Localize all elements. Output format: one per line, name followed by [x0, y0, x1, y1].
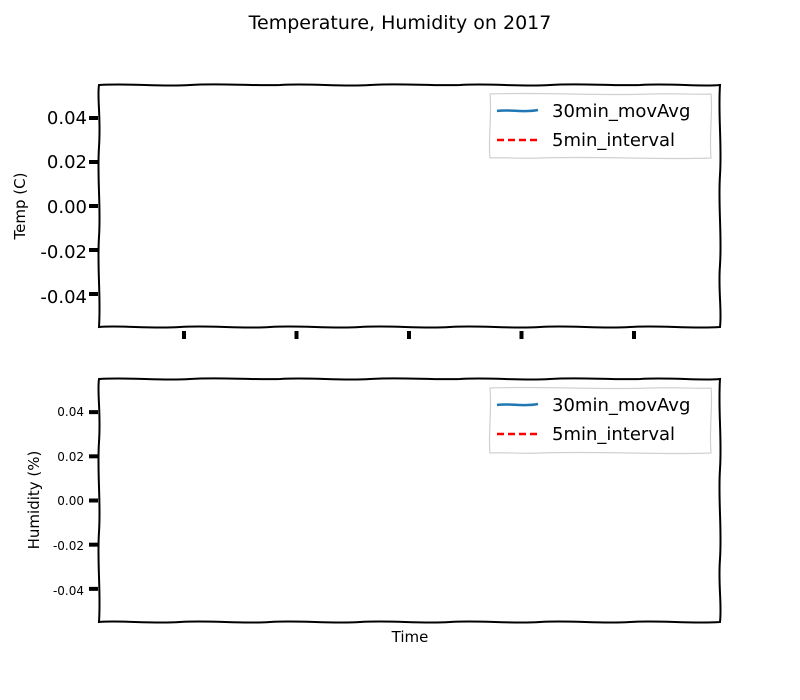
- humidity-plot: 0.04 0.02 0.00 -0.02 -0.04 Humidity (%) …: [25, 377, 722, 646]
- temperature-ytick-label: 0.00: [47, 197, 87, 218]
- temperature-legend-label-30min-movavg: 30min_movAvg: [552, 101, 690, 122]
- humidity-legend: 30min_movAvg 5min_interval: [488, 386, 713, 455]
- humidity-legend-label-5min-interval: 5min_interval: [552, 424, 675, 445]
- temperature-legend-label-5min-interval: 5min_interval: [552, 130, 675, 151]
- humidity-ytick-label: 0.04: [57, 405, 84, 419]
- temperature-ytick-label: -0.04: [40, 287, 87, 308]
- temperature-y-axis-label: Temp (C): [11, 173, 29, 241]
- humidity-ytick-label: -0.04: [53, 584, 84, 598]
- humidity-legend-box: [488, 386, 713, 455]
- temperature-legend-box: [488, 92, 713, 160]
- humidity-ytick-label: 0.00: [57, 494, 84, 508]
- humidity-legend-line-30min-movavg: [496, 402, 539, 407]
- temperature-legend: 30min_movAvg 5min_interval: [488, 92, 713, 160]
- temperature-ytick-label: 0.04: [47, 108, 87, 129]
- humidity-ytick-label: 0.02: [57, 450, 84, 464]
- humidity-y-ticks: [89, 410, 98, 591]
- temperature-x-ticks: [182, 331, 636, 339]
- humidity-legend-label-30min-movavg: 30min_movAvg: [552, 395, 690, 416]
- temperature-y-ticks: [89, 116, 98, 296]
- humidity-y-axis-label: Humidity (%): [25, 451, 43, 550]
- temperature-legend-line-30min-movavg: [496, 108, 539, 113]
- figure-title: Temperature, Humidity on 2017: [248, 12, 552, 34]
- temperature-plot: 0.04 0.02 0.00 -0.02 -0.04 Temp (C) 30mi…: [11, 83, 722, 339]
- humidity-plot-frame: [97, 377, 722, 624]
- temperature-ytick-label: 0.02: [47, 152, 87, 173]
- temperature-plot-frame: [97, 83, 722, 329]
- temperature-ytick-label: -0.02: [40, 242, 87, 263]
- humidity-ytick-label: -0.02: [53, 539, 84, 553]
- humidity-x-axis-label: Time: [391, 628, 429, 646]
